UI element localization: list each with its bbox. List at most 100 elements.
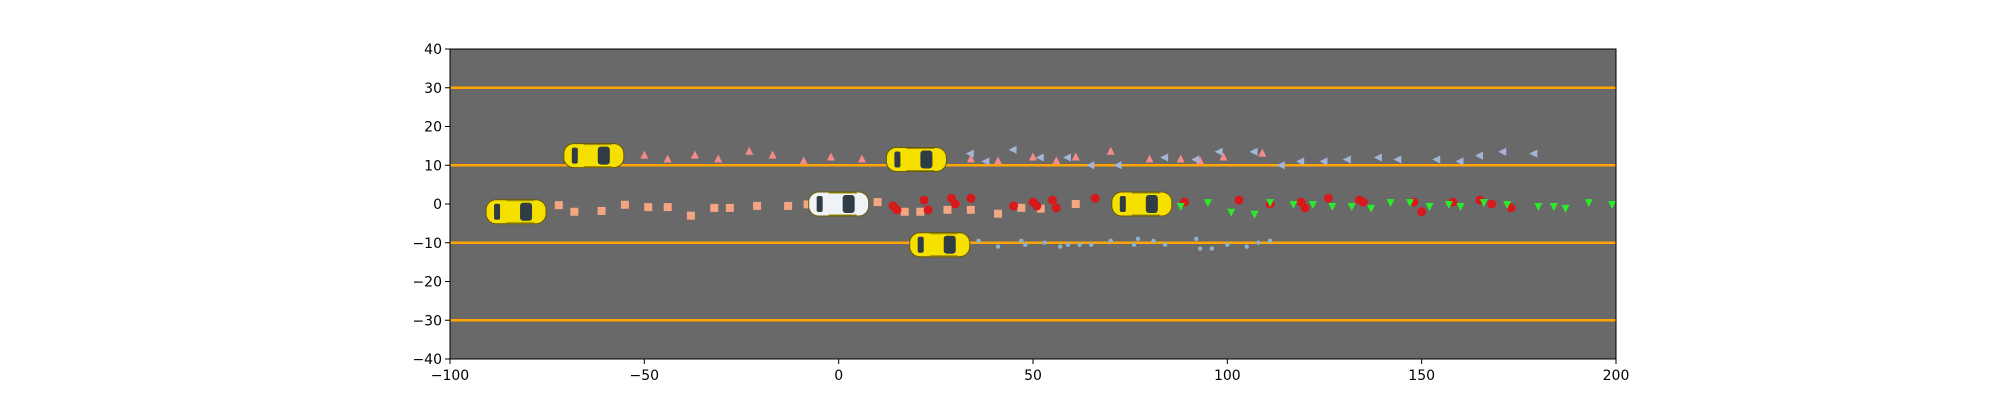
data-point: [1258, 148, 1267, 157]
data-point: [1276, 161, 1285, 170]
vehicle-rear-window: [1119, 196, 1126, 212]
data-point: [1393, 155, 1402, 164]
data-point: [1250, 210, 1259, 219]
data-point: [768, 150, 777, 159]
data-point: [753, 201, 762, 210]
data-point: [966, 205, 975, 214]
vehicle-rear-window: [917, 236, 924, 253]
data-point: [690, 150, 699, 159]
data-point: [1194, 236, 1199, 242]
data-point: [1051, 203, 1061, 213]
data-point: [1089, 242, 1094, 247]
data-point: [686, 211, 695, 220]
data-point: [919, 195, 929, 205]
y-tick-label: 30: [424, 81, 442, 97]
data-point: [1373, 153, 1382, 162]
data-point: [1225, 242, 1230, 247]
trajectory-markers: [554, 145, 1617, 251]
data-point: [1328, 202, 1337, 211]
data-point: [873, 198, 882, 207]
data-point: [1008, 145, 1017, 154]
data-point: [1425, 202, 1434, 211]
vehicle-windshield: [597, 146, 610, 165]
data-point: [1009, 201, 1019, 211]
data-point: [994, 209, 1003, 218]
ego-vehicle: [808, 191, 870, 217]
data-point: [1160, 153, 1169, 162]
data-point: [965, 149, 974, 158]
y-tick-label: −40: [412, 352, 442, 368]
data-point: [1052, 156, 1061, 165]
data-point: [943, 205, 952, 214]
vehicle-trim: [906, 147, 935, 171]
data-point: [1106, 146, 1115, 155]
data-point: [1455, 157, 1464, 166]
data-point: [1386, 199, 1395, 208]
data-point: [1145, 154, 1154, 163]
data-point: [1135, 236, 1141, 242]
data-point: [1234, 195, 1244, 205]
data-point: [1077, 242, 1082, 247]
vehicle: [885, 146, 947, 172]
data-point: [1561, 204, 1570, 213]
x-axis: −100 −50 0 50 100 150 200: [431, 359, 1629, 384]
data-point: [1035, 153, 1044, 162]
data-point: [1444, 201, 1453, 209]
y-tick-label: 20: [424, 120, 442, 136]
data-point: [1209, 246, 1214, 251]
data-point: [597, 206, 606, 215]
vehicles: [485, 143, 1173, 258]
data-point: [1032, 201, 1042, 211]
vehicle-windshield: [1145, 195, 1158, 213]
data-point: [663, 154, 672, 163]
data-point: [1608, 201, 1617, 209]
vehicle-rear-window: [571, 147, 578, 164]
data-point: [1479, 199, 1488, 208]
data-point: [1342, 155, 1351, 164]
data-point: [1244, 244, 1249, 249]
data-point: [1367, 204, 1376, 213]
data-point: [1256, 240, 1261, 245]
data-point: [1549, 202, 1558, 211]
data-point: [1065, 242, 1071, 247]
data-point: [554, 201, 563, 210]
vehicle-rear-window: [894, 151, 901, 168]
data-point: [1267, 238, 1273, 244]
data-point: [1017, 203, 1026, 212]
data-point: [784, 201, 793, 210]
data-point: [1036, 204, 1045, 213]
vehicle: [563, 143, 625, 169]
data-point: [1071, 152, 1080, 161]
data-point: [1456, 202, 1465, 211]
y-tick-label: −20: [412, 275, 442, 291]
vehicle: [1111, 191, 1173, 217]
x-tick-label: 50: [1024, 368, 1042, 384]
y-tick-label: 10: [424, 158, 442, 174]
data-point: [1300, 203, 1310, 213]
data-point: [1319, 157, 1328, 166]
data-point: [1191, 155, 1200, 164]
data-point: [1266, 199, 1275, 208]
data-point: [1503, 201, 1512, 209]
data-point: [1289, 201, 1298, 209]
data-point: [745, 146, 754, 155]
x-tick-label: −100: [431, 368, 469, 384]
data-point: [1487, 199, 1497, 209]
data-point: [803, 200, 812, 209]
data-point: [1086, 161, 1095, 170]
data-point: [1529, 149, 1538, 158]
data-point: [1323, 193, 1333, 203]
y-tick-label: 0: [433, 197, 442, 213]
data-point: [1108, 238, 1113, 244]
y-axis: −40 −30 −20 −10 0 10 20 30 40: [412, 42, 450, 368]
lane-lines: [450, 86, 1616, 322]
data-point: [1227, 208, 1236, 217]
data-point: [1358, 197, 1368, 207]
data-point: [1474, 151, 1483, 160]
data-point: [1406, 199, 1415, 208]
x-tick-label: 0: [834, 368, 843, 384]
data-point: [966, 154, 975, 163]
data-point: [857, 154, 866, 163]
x-tick-label: 100: [1214, 368, 1241, 384]
vehicle-windshield: [842, 195, 855, 213]
